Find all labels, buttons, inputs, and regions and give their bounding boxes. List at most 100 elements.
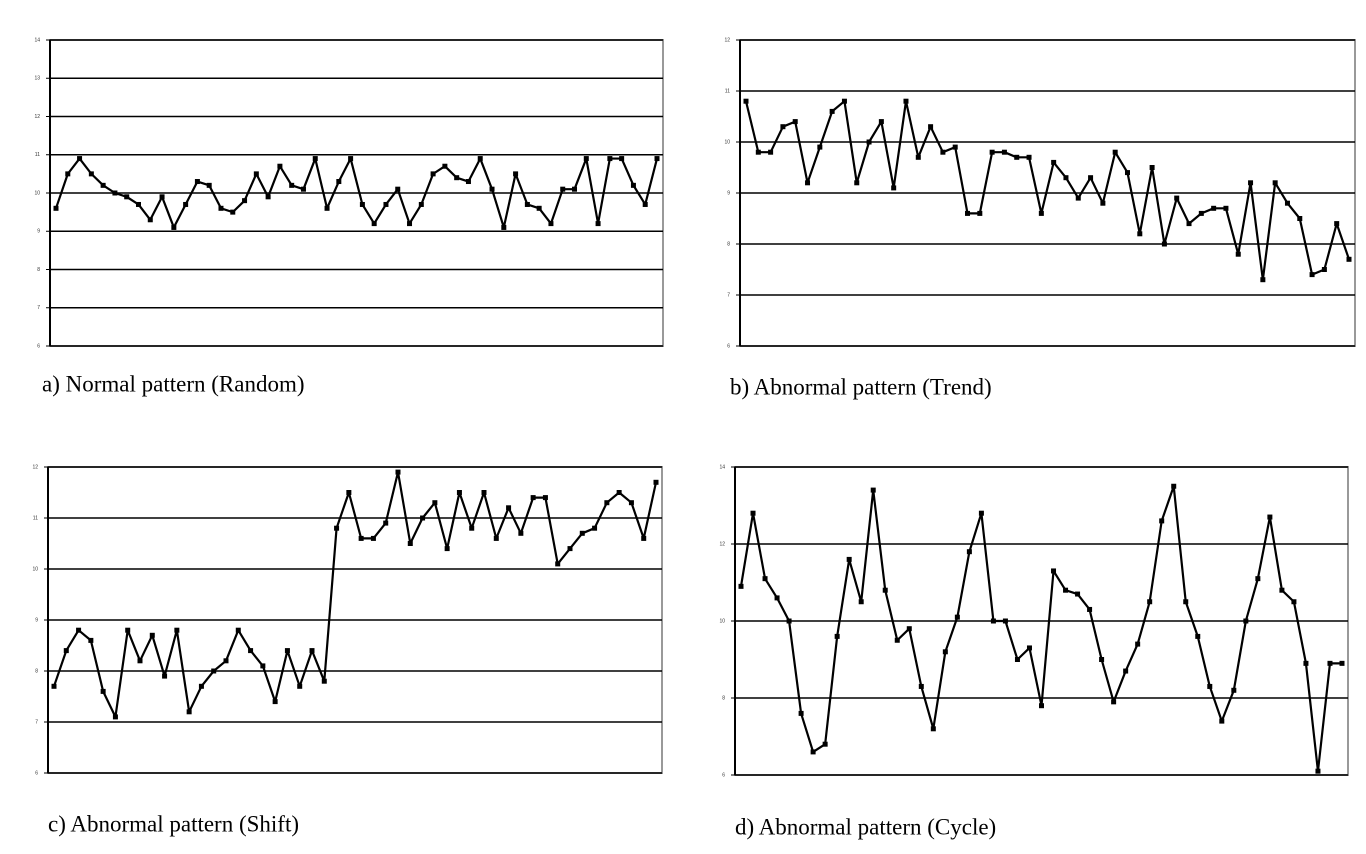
point-marker bbox=[1100, 200, 1106, 206]
point-marker bbox=[454, 175, 460, 181]
point-marker bbox=[206, 182, 212, 188]
point-marker bbox=[324, 205, 330, 211]
y-tick-label: 10 bbox=[724, 139, 730, 145]
point-marker bbox=[383, 201, 389, 207]
y-tick-label: 11 bbox=[33, 515, 38, 521]
point-marker bbox=[501, 224, 507, 230]
point-marker bbox=[930, 726, 936, 732]
point-marker bbox=[966, 549, 972, 555]
point-marker bbox=[1303, 660, 1309, 666]
point-marker bbox=[743, 98, 749, 104]
point-marker bbox=[272, 699, 278, 705]
point-marker bbox=[395, 469, 401, 475]
point-marker bbox=[822, 741, 828, 747]
point-marker bbox=[891, 185, 897, 191]
point-marker bbox=[481, 490, 487, 495]
point-marker bbox=[990, 618, 996, 624]
y-tick-label: 12 bbox=[32, 464, 38, 470]
point-marker bbox=[383, 520, 389, 526]
point-marker bbox=[211, 668, 217, 674]
y-tick-label: 9 bbox=[35, 617, 38, 623]
y-tick-label: 9 bbox=[727, 190, 730, 196]
y-tick-label: 6 bbox=[35, 770, 38, 776]
point-marker bbox=[348, 156, 354, 162]
point-marker bbox=[51, 683, 57, 689]
point-marker bbox=[954, 614, 960, 620]
point-marker bbox=[77, 156, 83, 162]
point-marker bbox=[124, 194, 130, 200]
point-marker bbox=[100, 182, 106, 188]
series-line bbox=[739, 485, 1342, 773]
point-marker bbox=[506, 505, 512, 511]
point-marker bbox=[218, 205, 224, 211]
point-marker bbox=[810, 749, 816, 755]
point-marker bbox=[230, 209, 236, 215]
point-marker bbox=[370, 535, 376, 541]
point-marker bbox=[829, 108, 835, 114]
point-marker bbox=[1026, 154, 1032, 160]
point-marker bbox=[870, 487, 876, 493]
point-marker bbox=[940, 149, 946, 155]
point-marker bbox=[1135, 641, 1141, 647]
point-marker bbox=[1309, 272, 1315, 278]
point-marker bbox=[579, 530, 585, 536]
point-marker bbox=[513, 171, 519, 177]
point-marker bbox=[858, 599, 864, 605]
point-marker bbox=[572, 186, 578, 192]
point-marker bbox=[841, 98, 847, 104]
point-marker bbox=[1284, 200, 1290, 206]
point-marker bbox=[125, 627, 131, 633]
point-marker bbox=[1183, 599, 1189, 605]
point-marker bbox=[147, 217, 153, 223]
point-marker bbox=[395, 186, 401, 192]
point-marker bbox=[1075, 195, 1081, 201]
point-marker bbox=[555, 561, 561, 567]
series-line bbox=[52, 471, 658, 719]
y-tick-label: 7 bbox=[35, 719, 38, 725]
y-tick-label: 8 bbox=[35, 668, 38, 674]
y-tick-label: 8 bbox=[722, 695, 725, 701]
point-marker bbox=[183, 201, 189, 207]
point-marker bbox=[774, 595, 780, 601]
point-marker bbox=[489, 186, 495, 192]
point-marker bbox=[371, 221, 377, 227]
point-marker bbox=[1123, 668, 1129, 674]
point-marker bbox=[762, 576, 768, 582]
point-marker bbox=[653, 479, 659, 485]
point-marker bbox=[1248, 180, 1254, 186]
point-marker bbox=[1255, 576, 1261, 582]
y-tick-label: 7 bbox=[37, 305, 40, 311]
y-tick-label: 14 bbox=[34, 37, 40, 43]
series-line bbox=[54, 157, 659, 229]
y-tick-label: 8 bbox=[727, 241, 730, 247]
y-tick-label: 14 bbox=[719, 464, 725, 470]
point-marker bbox=[1272, 180, 1278, 186]
point-marker bbox=[1327, 660, 1333, 666]
point-marker bbox=[595, 221, 601, 227]
point-marker bbox=[430, 171, 436, 177]
point-marker bbox=[604, 500, 610, 506]
point-marker bbox=[1063, 587, 1069, 593]
y-tick-label: 6 bbox=[37, 343, 40, 349]
point-marker bbox=[834, 633, 840, 639]
point-marker bbox=[1186, 221, 1192, 227]
y-tick-label: 6 bbox=[722, 772, 725, 778]
point-marker bbox=[1297, 216, 1303, 221]
point-marker bbox=[628, 500, 634, 506]
point-marker bbox=[654, 156, 660, 162]
point-marker bbox=[882, 587, 888, 593]
point-marker bbox=[548, 221, 554, 227]
point-marker bbox=[359, 201, 365, 207]
y-tick-label: 11 bbox=[725, 88, 730, 94]
point-marker bbox=[407, 221, 413, 227]
point-marker bbox=[242, 198, 248, 204]
point-marker bbox=[1111, 699, 1117, 705]
point-marker bbox=[171, 224, 177, 230]
point-marker bbox=[536, 205, 542, 211]
y-tick-label: 13 bbox=[34, 76, 40, 82]
point-marker bbox=[977, 210, 983, 216]
point-marker bbox=[477, 156, 483, 162]
point-marker bbox=[88, 171, 94, 177]
point-marker bbox=[159, 194, 165, 200]
point-marker bbox=[265, 194, 271, 200]
